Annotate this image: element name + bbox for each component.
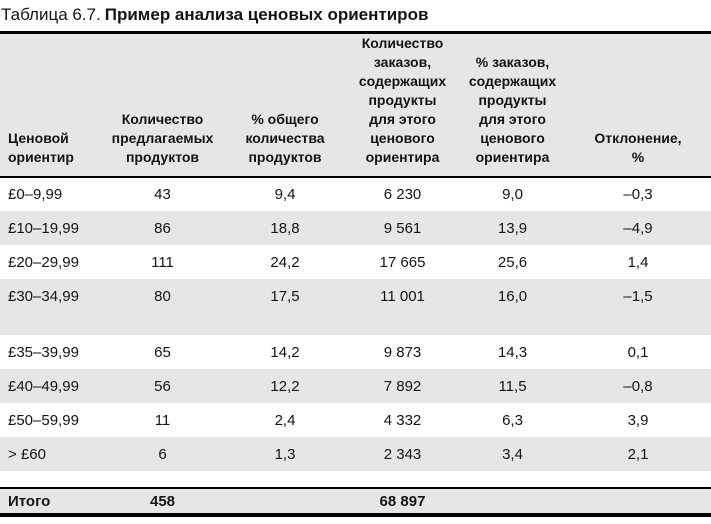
table-row-5: £40–49,99 56 12,2 7 892 11,5 –0,8 <box>0 369 711 403</box>
row-5-cell-2: 12,2 <box>225 369 345 403</box>
row-3-cell-4: 16,0 <box>460 279 565 313</box>
group-spacer-cell <box>0 313 711 335</box>
header-row: Ценовой ориентир Количество предлагаемых … <box>0 31 711 178</box>
row-0-cell-0: £0–9,99 <box>8 186 63 203</box>
total-cell-0: Итого <box>0 487 100 517</box>
total-cell-1: 458 <box>100 487 225 517</box>
row-1-cell-2: 18,8 <box>225 211 345 245</box>
row-4-cell-5: 0,1 <box>627 343 649 361</box>
column-header-0: Ценовой ориентир <box>0 31 100 178</box>
row-0-cell-2: 9,4 <box>274 186 296 203</box>
table-caption: Таблица 6.7. Пример анализа ценовых ориен… <box>0 0 711 31</box>
row-2-cell-3: 17 665 <box>379 253 426 271</box>
total-cell-3: 68 897 <box>345 487 460 517</box>
table-row-4: £35–39,99 65 14,2 9 873 14,3 0,1 <box>0 335 711 369</box>
table-row-0: £0–9,99 43 9,4 6 230 9,0 –0,3 <box>0 177 711 211</box>
row-3-cell-5: –1,5 <box>565 279 711 313</box>
row-3-cell-3: 11 001 <box>345 279 460 313</box>
row-0-cell-5: –0,3 <box>623 186 653 203</box>
row-6-cell-0: £50–59,99 <box>8 411 79 429</box>
row-6-cell-1: 11 <box>154 411 171 429</box>
row-2-cell-4: 25,6 <box>497 253 528 271</box>
table-row-2: £20–29,99 111 24,2 17 665 25,6 1,4 <box>0 245 711 279</box>
row-2-cell-2: 24,2 <box>270 253 300 271</box>
row-2-cell-0: £20–29,99 <box>8 253 79 271</box>
row-4-cell-2: 14,2 <box>270 343 300 361</box>
row-7-cell-0: > £60 <box>0 437 100 471</box>
row-2-cell-5: 1,4 <box>627 253 649 271</box>
row-5-cell-3: 7 892 <box>345 369 460 403</box>
row-4-cell-0: £35–39,99 <box>8 343 79 361</box>
row-7-cell-4: 3,4 <box>460 437 565 471</box>
row-7-cell-3: 2 343 <box>345 437 460 471</box>
row-7-cell-5: 2,1 <box>565 437 711 471</box>
row-1-cell-0: £10–19,99 <box>0 211 100 245</box>
row-0-cell-1: 43 <box>154 186 171 203</box>
row-7-cell-2: 1,3 <box>225 437 345 471</box>
row-1-cell-4: 13,9 <box>460 211 565 245</box>
total-cell-2 <box>225 487 345 517</box>
row-1-cell-1: 86 <box>100 211 225 245</box>
table-row-1: £10–19,99 86 18,8 9 561 13,9 –4,9 <box>0 211 711 245</box>
column-header-2: % общего количества продуктов <box>225 31 345 178</box>
column-header-4: % заказов, содержащих продукты для этого… <box>460 31 565 178</box>
price-point-analysis-table: Ценовой ориентир Количество предлагаемых … <box>0 31 711 517</box>
row-1-cell-3: 9 561 <box>345 211 460 245</box>
total-cell-4 <box>460 487 565 517</box>
row-7-cell-1: 6 <box>100 437 225 471</box>
row-5-cell-4: 11,5 <box>460 369 565 403</box>
row-6-cell-3: 4 332 <box>383 411 422 429</box>
row-3-cell-2: 17,5 <box>225 279 345 313</box>
pre-total-gap-cell <box>0 471 711 488</box>
table-row-6: £50–59,99 11 2,4 4 332 6,3 3,9 <box>0 403 711 437</box>
row-0-cell-3: 6 230 <box>383 186 422 203</box>
row-6-cell-2: 2,4 <box>274 411 296 429</box>
column-header-3: Количество заказов, содержащих продукты … <box>345 31 460 178</box>
total-cell-5 <box>565 487 711 517</box>
row-5-cell-0: £40–49,99 <box>0 369 100 403</box>
row-5-cell-5: –0,8 <box>565 369 711 403</box>
row-1-cell-5: –4,9 <box>565 211 711 245</box>
row-3-cell-1: 80 <box>100 279 225 313</box>
row-3-cell-0: £30–34,99 <box>0 279 100 313</box>
total-row: Итого 458 68 897 <box>0 487 711 517</box>
row-0-cell-4: 9,0 <box>502 186 523 203</box>
row-6-cell-4: 6,3 <box>502 411 523 429</box>
table-caption-title: Пример анализа ценовых ориентиров <box>104 5 429 24</box>
pre-total-gap-row <box>0 471 711 488</box>
column-header-5: Отклонение, % <box>565 31 711 178</box>
row-5-cell-1: 56 <box>100 369 225 403</box>
column-header-1: Количество предлагаемых продуктов <box>100 31 225 178</box>
row-2-cell-1: 111 <box>151 253 174 271</box>
row-6-cell-5: 3,9 <box>627 411 649 429</box>
group-spacer-row <box>0 313 711 335</box>
table-row-3: £30–34,99 80 17,5 11 001 16,0 –1,5 <box>0 279 711 313</box>
row-4-cell-3: 9 873 <box>383 343 422 361</box>
row-4-cell-4: 14,3 <box>497 343 528 361</box>
table-caption-number: Таблица 6.7. <box>1 5 101 24</box>
table-row-7: > £60 6 1,3 2 343 3,4 2,1 <box>0 437 711 471</box>
row-4-cell-1: 65 <box>154 343 171 361</box>
